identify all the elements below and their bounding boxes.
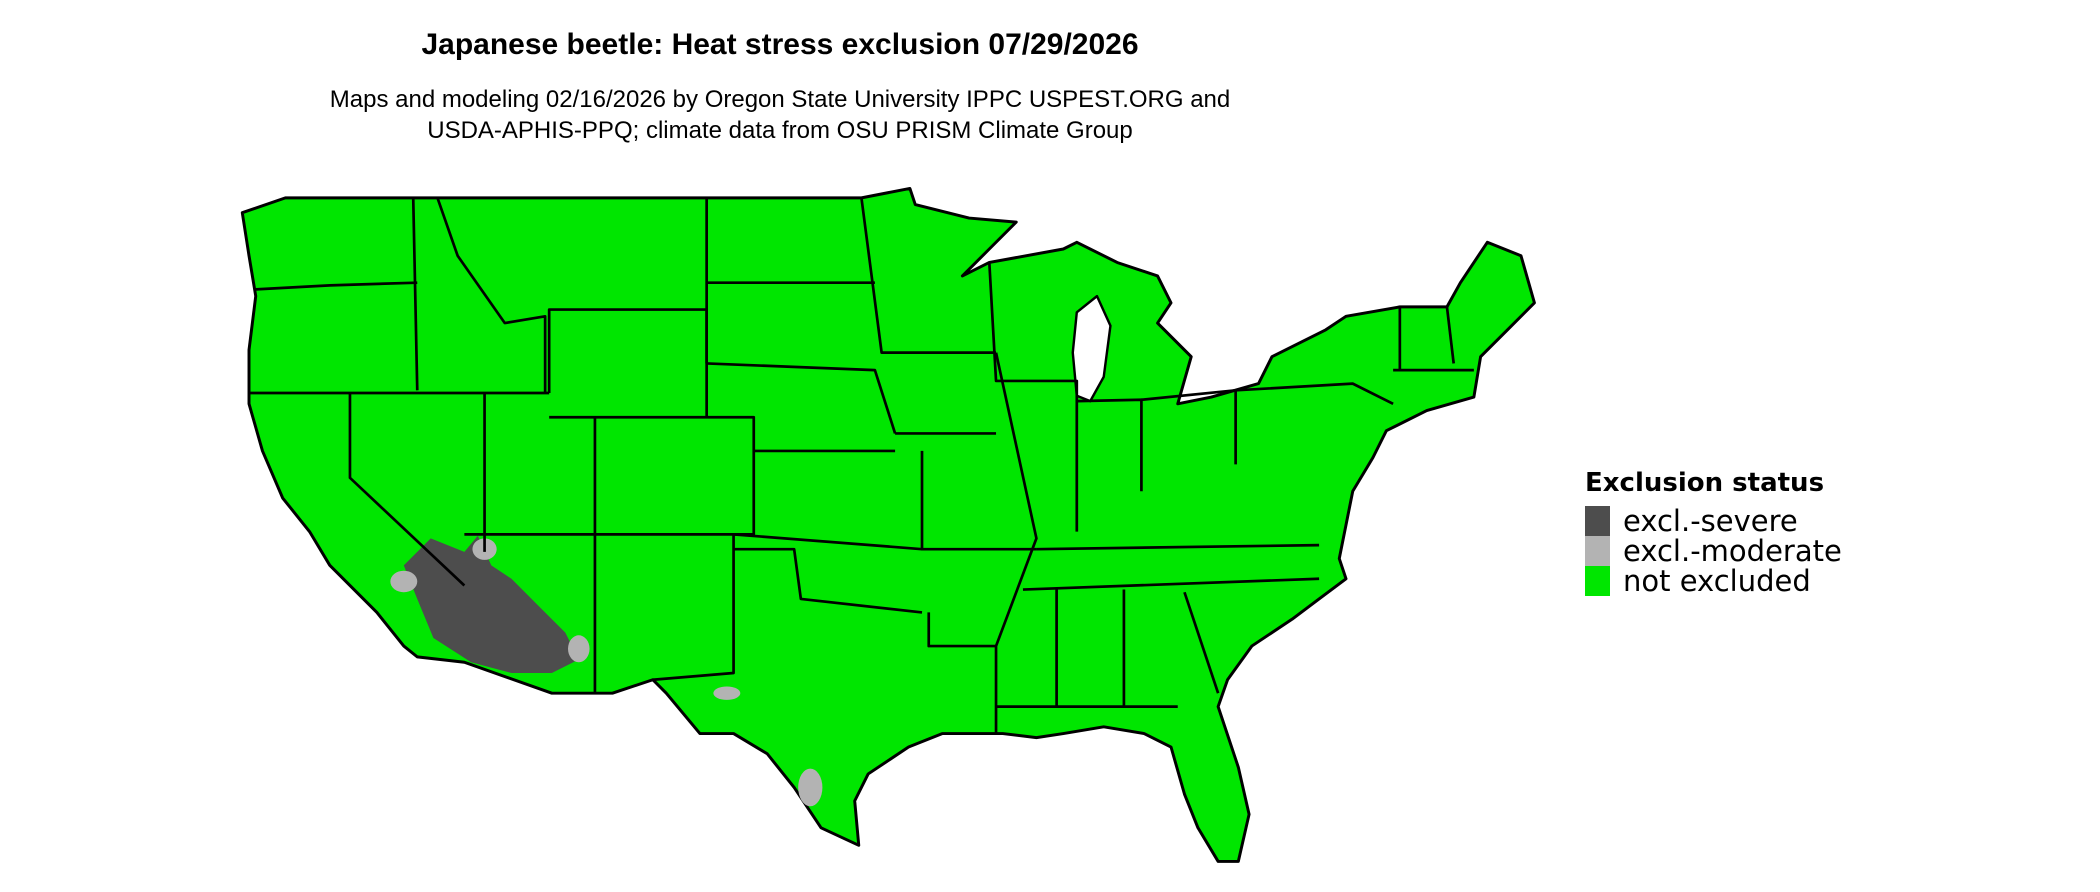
- legend-title: Exclusion status: [1585, 468, 1825, 498]
- legend-item-severe: excl.-severe: [1585, 504, 1842, 538]
- legend: Exclusion status excl.-severe excl.-mode…: [1585, 468, 1842, 598]
- map-subtitle-line-2: USDA-APHIS-PPQ; climate data from OSU PR…: [427, 117, 1133, 144]
- legend-item-not-excluded: not excluded: [1585, 564, 1842, 598]
- legend-label: excl.-moderate: [1623, 534, 1842, 568]
- lake-michigan: [1071, 294, 1112, 403]
- state-borders: [249, 197, 1474, 734]
- legend-swatch-not-excluded: [1585, 566, 1610, 596]
- legend-swatch-moderate: [1585, 536, 1610, 566]
- map-title: Japanese beetle: Heat stress exclusion 0…: [421, 28, 1139, 61]
- us-outline: [240, 186, 1536, 863]
- map-subtitle-line-1: Maps and modeling 02/16/2026 by Oregon S…: [329, 86, 1231, 113]
- legend-swatch-severe: [1585, 506, 1610, 536]
- legend-label: excl.-severe: [1623, 504, 1798, 538]
- legend-item-moderate: excl.-moderate: [1585, 534, 1842, 568]
- legend-label: not excluded: [1623, 564, 1811, 598]
